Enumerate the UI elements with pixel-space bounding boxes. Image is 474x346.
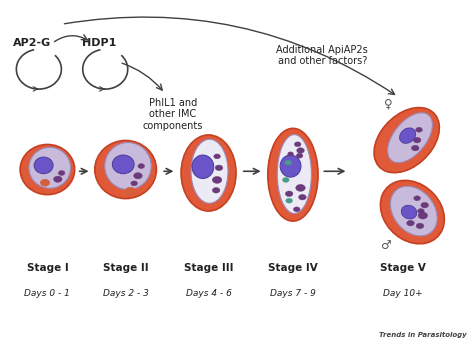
- Ellipse shape: [401, 205, 417, 219]
- Circle shape: [414, 196, 420, 201]
- Circle shape: [212, 176, 222, 183]
- Circle shape: [296, 153, 303, 158]
- Ellipse shape: [181, 135, 236, 211]
- Ellipse shape: [95, 140, 156, 199]
- Text: PhIL1 and
other IMC
components: PhIL1 and other IMC components: [143, 98, 203, 131]
- Circle shape: [407, 220, 414, 226]
- Ellipse shape: [191, 139, 228, 203]
- Circle shape: [138, 164, 145, 169]
- Circle shape: [416, 223, 424, 229]
- Circle shape: [288, 152, 293, 156]
- Circle shape: [413, 137, 421, 143]
- Text: Days 2 - 3: Days 2 - 3: [103, 289, 148, 298]
- Circle shape: [285, 160, 292, 165]
- Text: ♀: ♀: [384, 97, 393, 110]
- Ellipse shape: [374, 108, 439, 173]
- Circle shape: [283, 177, 289, 182]
- Circle shape: [293, 207, 300, 212]
- Text: Days 7 - 9: Days 7 - 9: [270, 289, 316, 298]
- Text: Days 0 - 1: Days 0 - 1: [25, 289, 70, 298]
- Text: Stage II: Stage II: [103, 263, 148, 273]
- Circle shape: [214, 154, 220, 159]
- Circle shape: [296, 184, 305, 191]
- Text: Additional ApiAP2s
and other factors?: Additional ApiAP2s and other factors?: [276, 45, 368, 66]
- Ellipse shape: [277, 135, 311, 213]
- Circle shape: [215, 165, 223, 171]
- Text: Stage III: Stage III: [184, 263, 233, 273]
- Circle shape: [54, 176, 62, 182]
- Circle shape: [299, 194, 306, 200]
- Ellipse shape: [112, 155, 134, 174]
- Ellipse shape: [192, 155, 214, 179]
- Ellipse shape: [391, 186, 437, 236]
- Ellipse shape: [280, 155, 301, 177]
- Ellipse shape: [29, 147, 71, 188]
- Circle shape: [416, 127, 422, 132]
- Text: ♂: ♂: [380, 239, 390, 252]
- Circle shape: [131, 181, 137, 186]
- Text: Days 4 - 6: Days 4 - 6: [186, 289, 231, 298]
- Ellipse shape: [388, 113, 432, 163]
- Text: Day 10+: Day 10+: [383, 289, 423, 298]
- Ellipse shape: [34, 157, 53, 174]
- Text: HDP1: HDP1: [82, 38, 117, 48]
- Circle shape: [411, 145, 419, 151]
- Circle shape: [421, 202, 428, 208]
- Text: AP2-G: AP2-G: [13, 38, 51, 48]
- Circle shape: [285, 191, 293, 197]
- Text: Stage IV: Stage IV: [268, 263, 318, 273]
- Ellipse shape: [20, 145, 75, 194]
- Ellipse shape: [105, 143, 151, 190]
- Circle shape: [134, 173, 142, 179]
- Circle shape: [418, 212, 428, 219]
- Circle shape: [212, 188, 220, 193]
- Circle shape: [40, 179, 50, 186]
- Circle shape: [297, 148, 304, 153]
- Ellipse shape: [268, 128, 318, 221]
- Circle shape: [286, 198, 292, 203]
- Circle shape: [418, 209, 424, 213]
- Text: Stage V: Stage V: [380, 263, 426, 273]
- Circle shape: [58, 171, 65, 175]
- Text: Trends in Parasitology: Trends in Parasitology: [379, 332, 467, 338]
- Text: Stage I: Stage I: [27, 263, 68, 273]
- Circle shape: [125, 187, 136, 195]
- Ellipse shape: [381, 180, 444, 244]
- Ellipse shape: [400, 128, 416, 143]
- Circle shape: [294, 142, 301, 147]
